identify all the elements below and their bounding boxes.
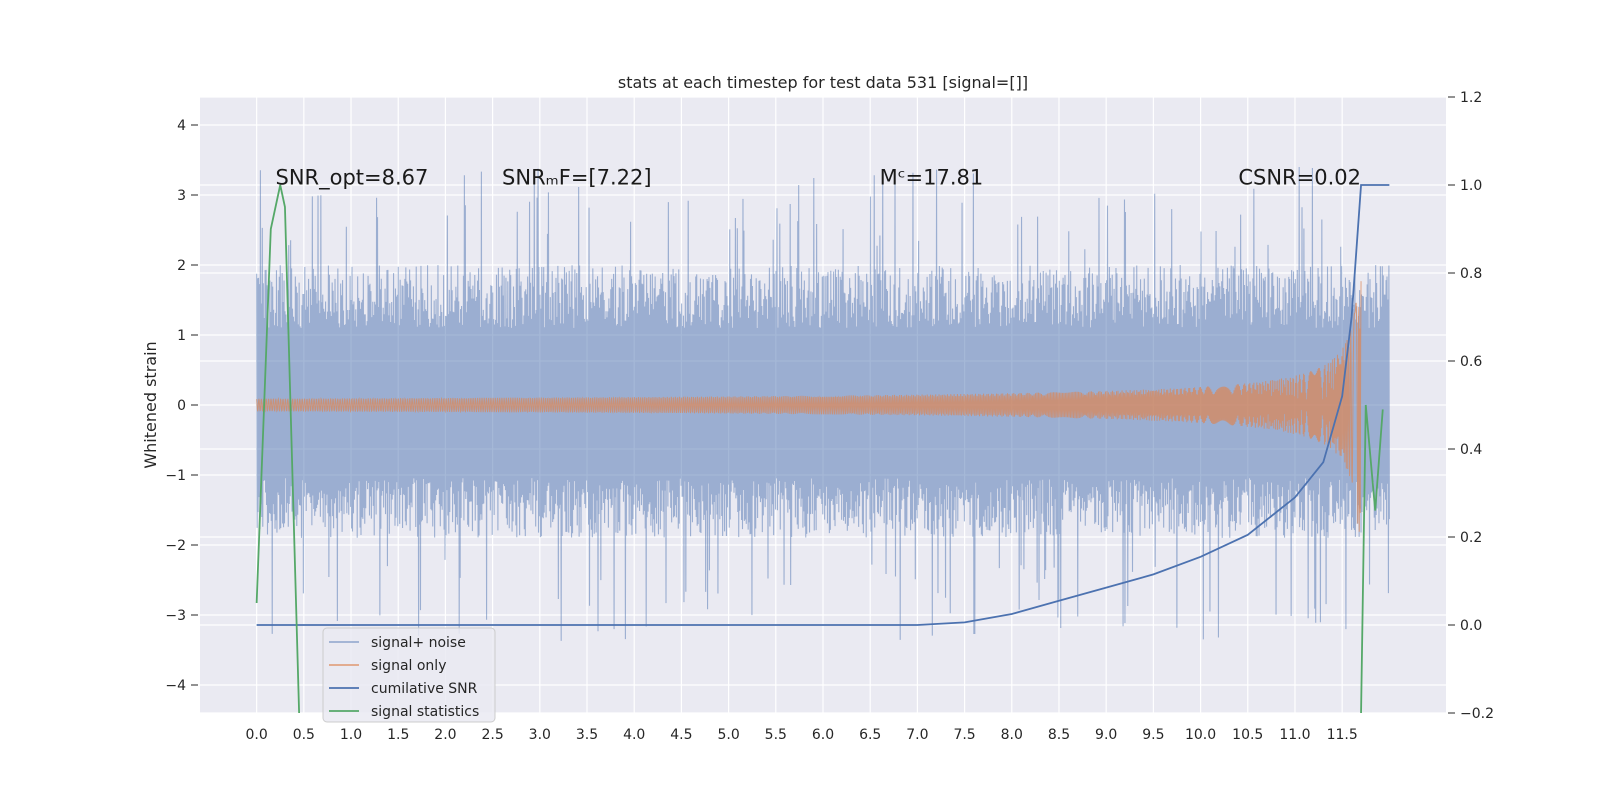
annotation-label: Mᶜ=17.81 — [880, 166, 984, 190]
y-tick-label: −2 — [165, 538, 186, 554]
y2-tick-label: 1.2 — [1460, 90, 1482, 106]
legend-label: signal+ noise — [371, 635, 466, 651]
y2-tick-label: 1.0 — [1460, 178, 1482, 194]
legend-label: signal only — [371, 658, 446, 674]
y-tick-label: 0 — [177, 398, 186, 414]
signal-only-series — [256, 281, 1362, 532]
x-tick-label: 10.0 — [1185, 727, 1216, 743]
signal-only-line — [256, 281, 1362, 532]
signal-statistics-line — [255, 184, 301, 714]
y2-tick-label: −0.2 — [1460, 706, 1494, 722]
x-tick-label: 8.0 — [1001, 727, 1023, 743]
annotations-layer: SNR_opt=8.67 SNRₘF=[7.22] Mᶜ=17.81 CSNR=0.0… — [276, 166, 1361, 191]
chart-title: stats at each timestep for test data 531… — [618, 73, 1028, 92]
x-tick-label: 5.5 — [765, 727, 787, 743]
x-tick-label: 11.0 — [1279, 727, 1310, 743]
signal-plus-noise-series — [256, 167, 1390, 641]
x-tick-label: 5.0 — [717, 727, 739, 743]
y-axis-label: Whitened strain — [141, 341, 160, 468]
x-tick-label: 6.5 — [859, 727, 881, 743]
signal-statistics-series — [255, 184, 1384, 714]
x-tick-label: 2.0 — [434, 727, 456, 743]
x-tick-label: 0.0 — [246, 727, 268, 743]
x-tick-label: 10.5 — [1232, 727, 1263, 743]
x-tick-label: 11.5 — [1327, 727, 1358, 743]
x-tick-label: 2.5 — [481, 727, 503, 743]
cumulative-snr-series — [256, 184, 1390, 626]
cumulative-snr-line — [256, 184, 1390, 626]
y-tick-label: −4 — [165, 678, 186, 694]
x-tick-label: 8.5 — [1048, 727, 1070, 743]
y2-tick-label: 0.4 — [1460, 442, 1482, 458]
x-tick-label: 4.5 — [670, 727, 692, 743]
annotation-label: SNR_opt=8.67 — [276, 166, 429, 191]
signal-statistics-line — [1360, 404, 1384, 714]
y2-tick-label: 0.0 — [1460, 618, 1482, 634]
x-tick-label: 3.0 — [529, 727, 551, 743]
y-tick-label: −1 — [165, 468, 186, 484]
legend-label: signal statistics — [371, 704, 479, 720]
y-tick-label: 1 — [177, 328, 186, 344]
y2-tick-label: 0.8 — [1460, 266, 1482, 282]
legend-box — [322, 627, 496, 723]
x-tick-label: 6.0 — [812, 727, 834, 743]
legend-label: cumilative SNR — [371, 681, 478, 697]
y2-tick-label: 0.2 — [1460, 530, 1482, 546]
y-tick-label: −3 — [165, 608, 186, 624]
annotation-label: CSNR=0.02 — [1238, 166, 1361, 190]
x-tick-label: 9.5 — [1142, 727, 1164, 743]
axes-layer: 0.0 0.5 1.0 1.5 2.0 2.5 3.0 3.5 4.0 4.5 5.0 5.5 6.0 6… — [165, 90, 1494, 743]
x-tick-label: 1.0 — [340, 727, 362, 743]
x-tick-label: 9.0 — [1095, 727, 1117, 743]
y-tick-label: 2 — [177, 258, 186, 274]
x-tick-label: 7.0 — [906, 727, 928, 743]
x-tick-label: 1.5 — [387, 727, 409, 743]
y-tick-label: 3 — [177, 188, 186, 204]
signal-plus-noise-line — [256, 167, 1390, 641]
y2-tick-label: 0.6 — [1460, 354, 1482, 370]
legend: signal+ noise signal only cumilative SNR si… — [322, 627, 496, 723]
x-tick-label: 7.5 — [953, 727, 975, 743]
x-tick-label: 3.5 — [576, 727, 598, 743]
y-tick-label: 4 — [177, 118, 186, 134]
annotation-label: SNRₘF=[7.22] — [502, 166, 652, 190]
x-tick-label: 4.0 — [623, 727, 645, 743]
x-tick-label: 0.5 — [293, 727, 315, 743]
